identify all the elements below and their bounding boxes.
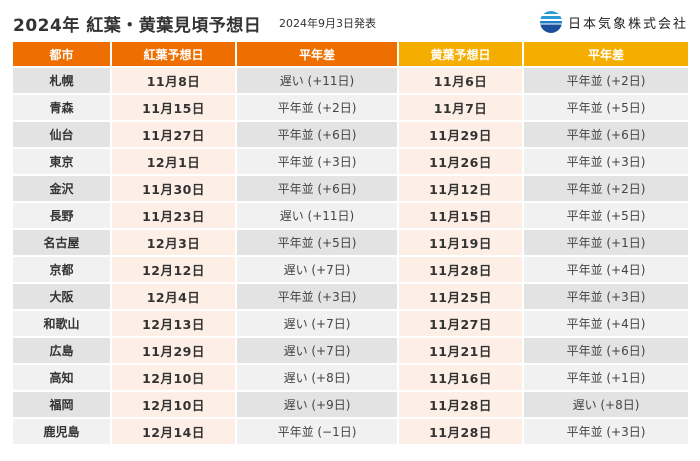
city-cell: 東京	[13, 149, 110, 174]
red-diff-cell: 平年並 (+3日)	[237, 284, 397, 309]
city-cell: 金沢	[13, 176, 110, 201]
city-cell: 高知	[13, 365, 110, 390]
table-row: 長野 11月23日 遅い (+11日) 11月15日 平年並 (+5日)	[13, 203, 688, 228]
table-row: 京都 12月12日 遅い (+7日) 11月28日 平年並 (+4日)	[13, 257, 688, 282]
city-cell: 和歌山	[13, 311, 110, 336]
red-date-cell: 12月12日	[112, 257, 235, 282]
yellow-date-cell: 11月29日	[399, 122, 522, 147]
red-diff-cell: 遅い (+7日)	[237, 338, 397, 363]
table-row: 和歌山 12月13日 遅い (+7日) 11月27日 平年並 (+4日)	[13, 311, 688, 336]
table-header-row: 都市 紅葉予想日 平年差 黄葉予想日 平年差	[13, 42, 688, 66]
city-cell: 大阪	[13, 284, 110, 309]
yellow-diff-cell: 平年並 (+5日)	[524, 95, 688, 120]
foliage-forecast-table: 都市 紅葉予想日 平年差 黄葉予想日 平年差 札幌 11月8日 遅い (+11日…	[11, 40, 690, 446]
column-header-red-date: 紅葉予想日	[112, 42, 235, 66]
red-date-cell: 12月1日	[112, 149, 235, 174]
table-row: 金沢 11月30日 平年並 (+6日) 11月12日 平年並 (+2日)	[13, 176, 688, 201]
red-date-cell: 12月10日	[112, 365, 235, 390]
red-date-cell: 11月29日	[112, 338, 235, 363]
yellow-date-cell: 11月7日	[399, 95, 522, 120]
yellow-diff-cell: 遅い (+8日)	[524, 392, 688, 417]
red-date-cell: 11月15日	[112, 95, 235, 120]
table-row: 名古屋 12月3日 平年並 (+5日) 11月19日 平年並 (+1日)	[13, 230, 688, 255]
table-row: 大阪 12月4日 平年並 (+3日) 11月25日 平年並 (+3日)	[13, 284, 688, 309]
yellow-diff-cell: 平年並 (+4日)	[524, 311, 688, 336]
yellow-diff-cell: 平年並 (+1日)	[524, 365, 688, 390]
red-date-cell: 12月3日	[112, 230, 235, 255]
yellow-date-cell: 11月28日	[399, 257, 522, 282]
city-cell: 福岡	[13, 392, 110, 417]
yellow-date-cell: 11月21日	[399, 338, 522, 363]
table-row: 仙台 11月27日 平年並 (+6日) 11月29日 平年並 (+6日)	[13, 122, 688, 147]
city-cell: 札幌	[13, 68, 110, 93]
city-cell: 長野	[13, 203, 110, 228]
red-diff-cell: 平年並 (+5日)	[237, 230, 397, 255]
yellow-date-cell: 11月25日	[399, 284, 522, 309]
yellow-diff-cell: 平年並 (+6日)	[524, 122, 688, 147]
yellow-date-cell: 11月26日	[399, 149, 522, 174]
red-diff-cell: 遅い (+7日)	[237, 257, 397, 282]
red-diff-cell: 遅い (+11日)	[237, 203, 397, 228]
table-row: 札幌 11月8日 遅い (+11日) 11月6日 平年並 (+2日)	[13, 68, 688, 93]
table-row: 高知 12月10日 遅い (+8日) 11月16日 平年並 (+1日)	[13, 365, 688, 390]
yellow-date-cell: 11月27日	[399, 311, 522, 336]
yellow-diff-cell: 平年並 (+4日)	[524, 257, 688, 282]
red-diff-cell: 遅い (+8日)	[237, 365, 397, 390]
red-diff-cell: 平年並 (+6日)	[237, 122, 397, 147]
page-title: 2024年 紅葉・黄葉見頃予想日	[13, 16, 262, 36]
city-cell: 鹿児島	[13, 419, 110, 444]
red-diff-cell: 平年並 (−1日)	[237, 419, 397, 444]
red-diff-cell: 遅い (+7日)	[237, 311, 397, 336]
city-cell: 青森	[13, 95, 110, 120]
column-header-yellow-date: 黄葉予想日	[399, 42, 522, 66]
yellow-diff-cell: 平年並 (+3日)	[524, 284, 688, 309]
yellow-date-cell: 11月19日	[399, 230, 522, 255]
city-cell: 広島	[13, 338, 110, 363]
red-diff-cell: 平年並 (+6日)	[237, 176, 397, 201]
published-date: 2024年9月3日発表	[279, 17, 376, 30]
red-date-cell: 11月30日	[112, 176, 235, 201]
red-diff-cell: 平年並 (+3日)	[237, 149, 397, 174]
red-diff-cell: 平年並 (+2日)	[237, 95, 397, 120]
yellow-date-cell: 11月28日	[399, 419, 522, 444]
table-row: 青森 11月15日 平年並 (+2日) 11月7日 平年並 (+5日)	[13, 95, 688, 120]
yellow-diff-cell: 平年並 (+2日)	[524, 68, 688, 93]
table-row: 鹿児島 12月14日 平年並 (−1日) 11月28日 平年並 (+3日)	[13, 419, 688, 444]
yellow-diff-cell: 平年並 (+5日)	[524, 203, 688, 228]
red-date-cell: 12月10日	[112, 392, 235, 417]
yellow-diff-cell: 平年並 (+3日)	[524, 419, 688, 444]
yellow-date-cell: 11月28日	[399, 392, 522, 417]
red-date-cell: 12月4日	[112, 284, 235, 309]
page-header: 2024年 紅葉・黄葉見頃予想日 2024年9月3日発表 日本気象株式会社	[13, 0, 688, 40]
yellow-date-cell: 11月6日	[399, 68, 522, 93]
logo-text: 日本気象株式会社	[567, 16, 688, 32]
red-date-cell: 12月14日	[112, 419, 235, 444]
red-date-cell: 12月13日	[112, 311, 235, 336]
table-row: 広島 11月29日 遅い (+7日) 11月21日 平年並 (+6日)	[13, 338, 688, 363]
company-logo: 日本気象株式会社	[539, 10, 688, 34]
yellow-date-cell: 11月12日	[399, 176, 522, 201]
jwa-logo-icon	[539, 11, 562, 33]
yellow-diff-cell: 平年並 (+6日)	[524, 338, 688, 363]
table-row: 東京 12月1日 平年並 (+3日) 11月26日 平年並 (+3日)	[13, 149, 688, 174]
column-header-city: 都市	[13, 42, 110, 66]
yellow-diff-cell: 平年並 (+1日)	[524, 230, 688, 255]
yellow-diff-cell: 平年並 (+2日)	[524, 176, 688, 201]
column-header-red-diff: 平年差	[237, 42, 397, 66]
column-header-yellow-diff: 平年差	[524, 42, 688, 66]
red-diff-cell: 遅い (+11日)	[237, 68, 397, 93]
city-cell: 名古屋	[13, 230, 110, 255]
city-cell: 仙台	[13, 122, 110, 147]
city-cell: 京都	[13, 257, 110, 282]
red-date-cell: 11月8日	[112, 68, 235, 93]
red-diff-cell: 遅い (+9日)	[237, 392, 397, 417]
yellow-date-cell: 11月15日	[399, 203, 522, 228]
red-date-cell: 11月27日	[112, 122, 235, 147]
yellow-date-cell: 11月16日	[399, 365, 522, 390]
yellow-diff-cell: 平年並 (+3日)	[524, 149, 688, 174]
table-row: 福岡 12月10日 遅い (+9日) 11月28日 遅い (+8日)	[13, 392, 688, 417]
red-date-cell: 11月23日	[112, 203, 235, 228]
